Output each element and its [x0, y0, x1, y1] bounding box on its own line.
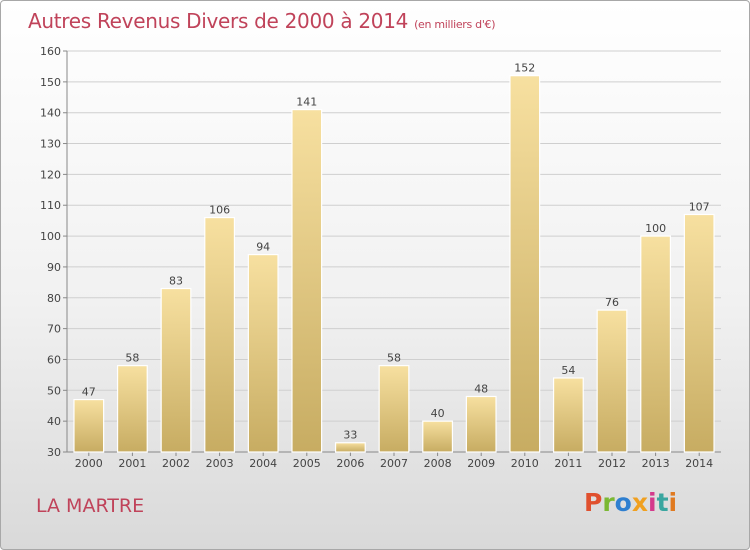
- value-label: 106: [209, 204, 230, 217]
- value-label: 40: [431, 407, 445, 420]
- bar-2005: [291, 109, 323, 453]
- x-tick-label: 2004: [249, 457, 277, 470]
- logo-letter: t: [656, 488, 669, 517]
- y-tick-label: 140: [40, 107, 61, 120]
- x-tick-label: 2003: [206, 457, 234, 470]
- logo-letter: i: [668, 488, 678, 517]
- y-tick-label: 110: [40, 199, 61, 212]
- value-label: 76: [605, 296, 619, 309]
- value-label: 152: [514, 62, 535, 75]
- x-tick-label: 2001: [118, 457, 146, 470]
- x-tick-label: 2006: [336, 457, 364, 470]
- x-tick-label: 2014: [685, 457, 713, 470]
- logo-letter: x: [631, 488, 648, 517]
- value-label: 94: [256, 241, 270, 254]
- chart-title: Autres Revenus Divers de 2000 à 2014 (en …: [28, 9, 496, 33]
- value-label: 48: [474, 382, 488, 395]
- bar-2008: [422, 420, 454, 453]
- labels: 30 40 50 60 70 80 90 100 110 120 130 140 150 160 47 200…: [40, 45, 713, 470]
- x-tick-label: 2002: [162, 457, 190, 470]
- y-tick-label: 100: [40, 230, 61, 243]
- value-label: 58: [387, 352, 401, 365]
- bar-2014: [683, 213, 715, 453]
- y-tick-label: 90: [47, 261, 61, 274]
- logo-letter: i: [648, 488, 657, 517]
- y-tick-label: 30: [47, 446, 61, 459]
- bar-2007: [378, 365, 410, 453]
- proxiti-logo: Proxiti: [584, 488, 677, 517]
- x-tick-label: 2010: [511, 457, 539, 470]
- bars: [73, 75, 715, 453]
- chart-subtitle: (en milliers d'€): [414, 18, 496, 31]
- value-label: 107: [689, 200, 710, 213]
- x-tick-label: 2012: [598, 457, 626, 470]
- value-label: 47: [82, 386, 96, 399]
- y-tick-label: 150: [40, 76, 61, 89]
- bar-2009: [465, 395, 497, 453]
- x-tick-label: 2011: [554, 457, 582, 470]
- x-tick-label: 2009: [467, 457, 495, 470]
- bar-2011: [552, 377, 584, 453]
- y-tick-label: 130: [40, 138, 61, 151]
- bar-2000: [73, 398, 105, 453]
- chart-title-main: Autres Revenus Divers de 2000 à 2014: [28, 9, 409, 33]
- value-label: 33: [343, 429, 357, 442]
- x-tick-label: 2013: [642, 457, 670, 470]
- y-tick-label: 120: [40, 168, 61, 181]
- x-tick-label: 2000: [75, 457, 103, 470]
- x-tick-label: 2007: [380, 457, 408, 470]
- y-tick-label: 160: [40, 45, 61, 58]
- value-label: 58: [125, 352, 139, 365]
- value-label: 83: [169, 275, 183, 288]
- value-label: 141: [296, 96, 317, 109]
- logo-letter: o: [614, 488, 632, 517]
- y-tick-label: 70: [47, 323, 61, 336]
- location-label: LA MARTRE: [36, 495, 145, 517]
- bar-2010: [509, 75, 541, 453]
- value-label: 54: [561, 364, 575, 377]
- bar-2006: [334, 442, 366, 453]
- y-tick-label: 50: [47, 384, 61, 397]
- bar-2003: [204, 216, 236, 453]
- bar-2001: [116, 365, 148, 453]
- logo-letter: P: [584, 488, 603, 517]
- y-tick-label: 40: [47, 415, 61, 428]
- bar-2012: [596, 309, 628, 453]
- bar-2004: [247, 253, 279, 453]
- y-tick-label: 60: [47, 353, 61, 366]
- y-tick-label: 80: [47, 292, 61, 305]
- x-tick-label: 2005: [293, 457, 321, 470]
- bar-2013: [640, 235, 672, 453]
- x-tick-label: 2008: [424, 457, 452, 470]
- bar-2002: [160, 287, 192, 453]
- value-label: 100: [645, 222, 666, 235]
- logo-letter: r: [602, 488, 615, 517]
